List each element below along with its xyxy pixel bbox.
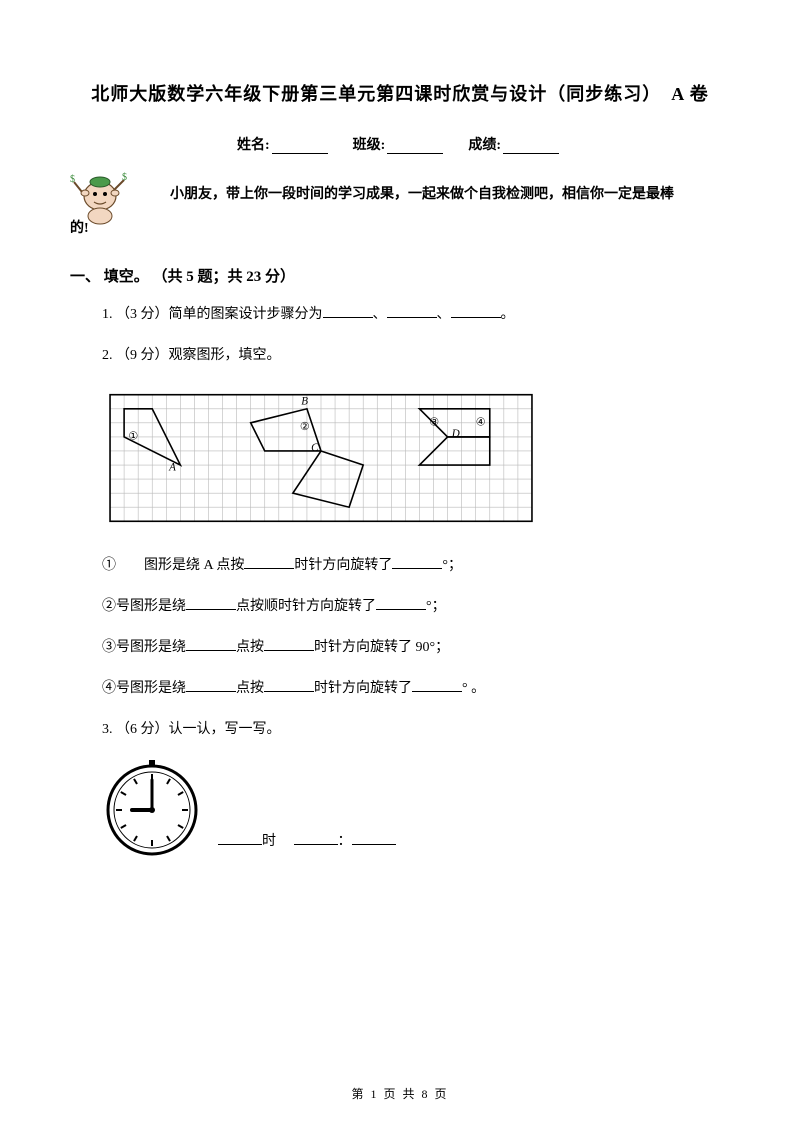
- q3-answer-area: 时 ：: [218, 830, 396, 860]
- q1-prefix: 1. （3 分）简单的图案设计步骤分为: [102, 307, 323, 322]
- q2s3-blank1[interactable]: [186, 639, 236, 651]
- question-3-row: 时 ：: [70, 760, 730, 860]
- section1-heading: 一、 填空。 （共 5 题；共 23 分）: [70, 265, 730, 286]
- cartoon-icon: $ $: [70, 168, 140, 228]
- q3-shi: 时: [262, 834, 276, 849]
- class-blank[interactable]: [387, 140, 443, 154]
- svg-text:④: ④: [476, 417, 486, 429]
- clock-icon: [102, 760, 202, 860]
- q2-grid-svg: ① A B ②C D③ ④: [102, 386, 540, 530]
- q2s3-c: 时针方向旋转了 90°；: [314, 640, 449, 655]
- q2-sub-3: ③号图形是绕 点按 时针方向旋转了 90°；: [70, 637, 730, 658]
- q2s1-blank2[interactable]: [392, 557, 442, 569]
- q2s3-b: 点按: [236, 640, 264, 655]
- q2s2-blank1[interactable]: [186, 598, 236, 610]
- q2s2-blank2[interactable]: [376, 598, 426, 610]
- svg-text:①: ①: [128, 431, 138, 443]
- svg-text:②: ②: [300, 421, 310, 433]
- q2s1-b: 时针方向旋转了: [294, 558, 392, 573]
- q2-sub-4: ④号图形是绕 点按 时针方向旋转了 ° 。: [70, 678, 730, 699]
- q2s1-a: ① 图形是绕 A 点按: [102, 558, 244, 573]
- q1-blank-1[interactable]: [323, 306, 373, 318]
- q2-sub-1: ① 图形是绕 A 点按 时针方向旋转了 °；: [70, 555, 730, 576]
- q2s3-blank2[interactable]: [264, 639, 314, 651]
- q1-blank-2[interactable]: [387, 306, 437, 318]
- q2s2-c: °；: [426, 599, 446, 614]
- q3-colon: ：: [338, 834, 352, 849]
- q2s4-blank2[interactable]: [264, 680, 314, 692]
- student-info-row: 姓名: 班级: 成绩:: [70, 134, 730, 154]
- q2-sub-2: ②号图形是绕 点按顺时针方向旋转了 °；: [70, 596, 730, 617]
- q1-sep1: 、: [373, 307, 387, 322]
- encourage-line1: 小朋友，带上你一段时间的学习成果，一起来做个自我检测吧，相信你一定是最棒: [70, 178, 730, 212]
- svg-text:B: B: [301, 396, 308, 408]
- svg-text:$: $: [70, 174, 75, 185]
- question-3-head: 3. （6 分）认一认，写一写。: [70, 719, 730, 740]
- svg-text:$: $: [122, 172, 127, 183]
- q2s1-c: °；: [442, 558, 462, 573]
- svg-text:C: C: [311, 442, 319, 454]
- encourage-block: $ $ 小朋友，带上你一段时间的学习成果，一起来做个自我检测吧，相信你一定是最棒…: [70, 178, 730, 245]
- question-2-figure: ① A B ②C D③ ④: [70, 386, 730, 535]
- page-footer: 第 1 页 共 8 页: [0, 1085, 800, 1102]
- page-title: 北师大版数学六年级下册第三单元第四课时欣赏与设计（同步练习） A 卷: [70, 80, 730, 106]
- q2s2-a: ②号图形是绕: [102, 599, 186, 614]
- score-blank[interactable]: [503, 140, 559, 154]
- class-label: 班级:: [353, 138, 386, 153]
- q2s4-blank3[interactable]: [412, 680, 462, 692]
- q2s4-d: ° 。: [462, 681, 485, 696]
- svg-text:D: D: [451, 428, 460, 440]
- q2s3-a: ③号图形是绕: [102, 640, 186, 655]
- q2s4-a: ④号图形是绕: [102, 681, 186, 696]
- name-label: 姓名:: [237, 138, 270, 153]
- q1-sep2: 、: [437, 307, 451, 322]
- score-label: 成绩:: [468, 138, 501, 153]
- q2s4-blank1[interactable]: [186, 680, 236, 692]
- q2s4-b: 点按: [236, 681, 264, 696]
- q2s2-b: 点按顺时针方向旋转了: [236, 599, 376, 614]
- svg-text:A: A: [168, 462, 176, 474]
- q2s1-blank1[interactable]: [244, 557, 294, 569]
- svg-text:③: ③: [429, 417, 439, 429]
- q3-blank-3[interactable]: [352, 833, 396, 845]
- name-blank[interactable]: [272, 140, 328, 154]
- question-2-head: 2. （9 分）观察图形，填空。: [70, 345, 730, 366]
- q1-blank-3[interactable]: [451, 306, 501, 318]
- question-1: 1. （3 分）简单的图案设计步骤分为 、 、 。: [70, 304, 730, 325]
- q2s4-c: 时针方向旋转了: [314, 681, 412, 696]
- q3-blank-1[interactable]: [218, 833, 262, 845]
- q3-blank-2[interactable]: [294, 833, 338, 845]
- q1-suffix: 。: [501, 307, 515, 322]
- encourage-line2: 的!: [70, 212, 730, 246]
